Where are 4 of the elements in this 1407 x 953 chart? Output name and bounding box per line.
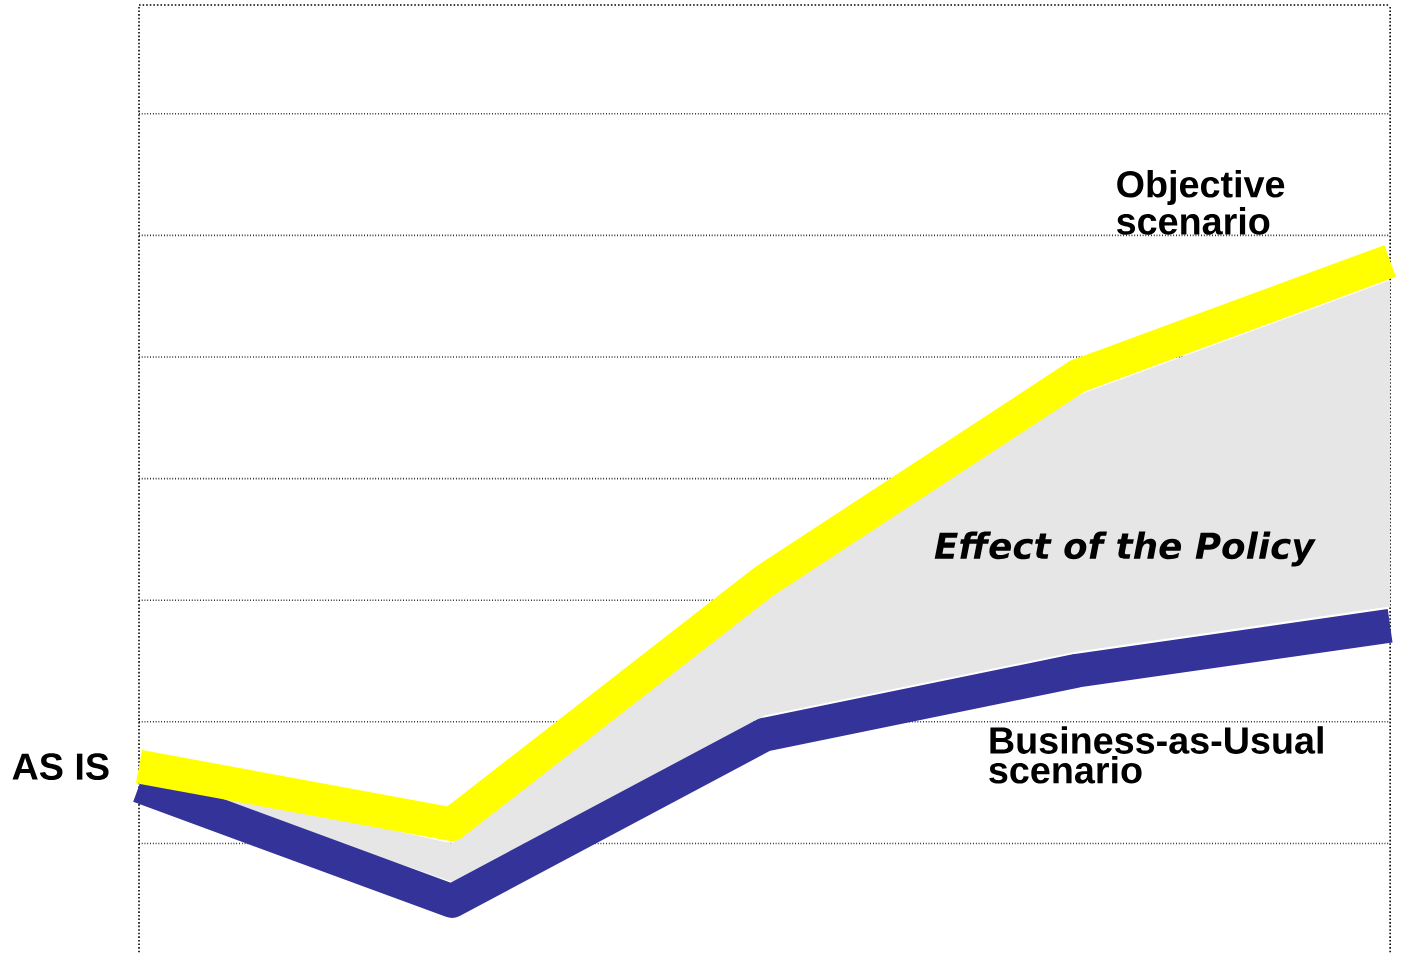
series-label: Business-as-Usual scenario [989,726,1323,784]
annotation: Effect of the Policy [934,531,1316,567]
series-label: Objective scenario [1116,169,1285,235]
text: AS IS [12,753,109,780]
